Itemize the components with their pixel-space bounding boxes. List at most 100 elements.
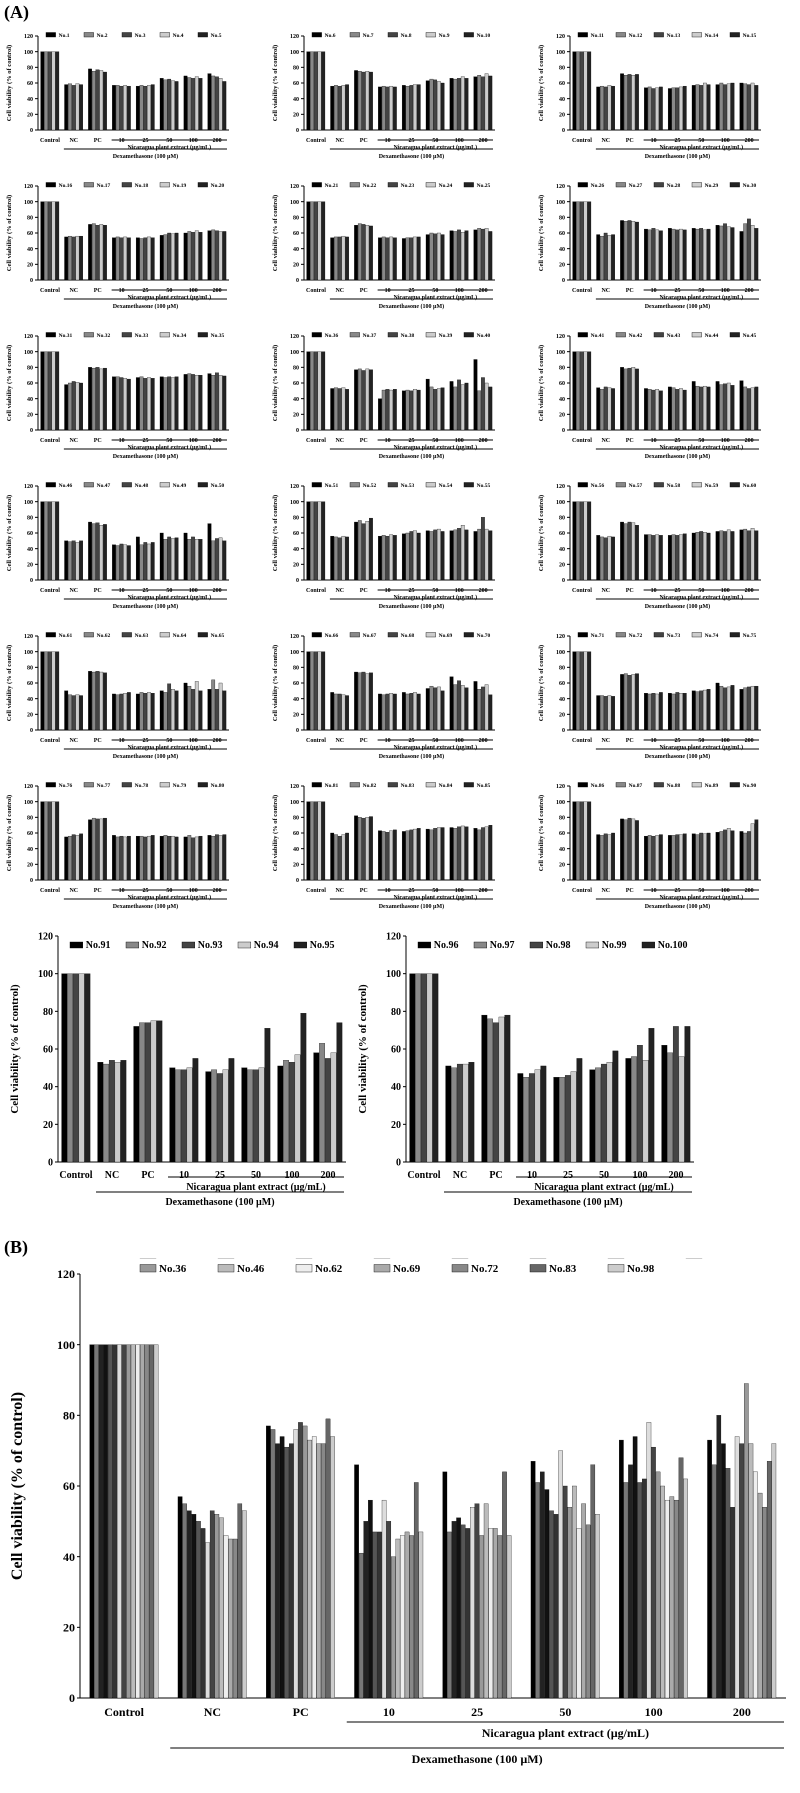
bar [171, 233, 175, 281]
y-tick-label: 20 [559, 412, 565, 418]
y-tick-label: 0 [30, 878, 33, 884]
bar [479, 1535, 484, 1699]
bar [644, 693, 648, 731]
legend-label: No.15 [743, 33, 757, 39]
bar [222, 1069, 229, 1163]
bar [392, 829, 397, 881]
bar [79, 84, 83, 131]
legend-swatch [729, 482, 740, 488]
bar [215, 76, 219, 131]
bar [620, 818, 624, 881]
bar [425, 378, 430, 431]
x-tick-label: Control [306, 888, 326, 894]
bar [133, 1026, 140, 1163]
bar [703, 229, 707, 281]
bar [126, 835, 131, 881]
bar [365, 817, 370, 881]
bar [632, 1436, 638, 1699]
legend-label: No.39 [439, 333, 453, 339]
bar [679, 388, 683, 431]
x-tick-label: 10 [651, 138, 657, 144]
bar [481, 76, 485, 131]
bar [623, 523, 628, 581]
bar [473, 531, 478, 581]
bar [590, 1464, 596, 1699]
bar [460, 685, 465, 731]
legend-label: No.62 [97, 633, 111, 639]
legend-label: No.61 [59, 633, 73, 639]
bar [187, 685, 192, 731]
bar [365, 368, 370, 431]
bar [691, 381, 696, 431]
bar [570, 1071, 577, 1163]
bar [651, 88, 656, 131]
x-tick-label: PC [360, 288, 368, 294]
x-tick-label: PC [94, 888, 102, 894]
x-tick-label: 200 [745, 588, 754, 594]
bar [753, 1471, 758, 1699]
bar [174, 537, 179, 581]
legend-swatch [311, 782, 322, 788]
bar [607, 235, 612, 281]
legend-swatch [463, 32, 474, 38]
legend-label: No.57 [629, 483, 643, 489]
x-tick-label: 100 [189, 588, 198, 594]
bar [306, 201, 311, 281]
x-tick-label: Control [40, 438, 60, 444]
legend-swatch [45, 332, 56, 338]
legend-label: No.40 [477, 333, 491, 339]
bar [144, 1022, 151, 1163]
bar [216, 1073, 223, 1163]
y-tick-label: 20 [391, 1120, 401, 1131]
x-tick-label: PC [360, 138, 368, 144]
bar [481, 1014, 488, 1163]
bar [409, 1535, 414, 1699]
bar [123, 544, 127, 581]
bar [381, 1499, 387, 1699]
bar [357, 520, 362, 581]
legend-swatch [295, 1264, 313, 1273]
y-tick-label: 80 [27, 215, 33, 221]
legend-swatch [159, 182, 170, 188]
x-tick-label: 25 [674, 288, 680, 294]
y-tick-label: 80 [559, 815, 565, 821]
bar [682, 693, 687, 731]
legend-swatch [529, 941, 544, 949]
extract-label: Nicaragua plant extract (µg/mL) [394, 594, 478, 601]
bar [631, 221, 636, 281]
x-tick-label: NC [69, 888, 78, 894]
y-tick-label: 120 [556, 184, 565, 190]
bar [405, 237, 410, 281]
legend-label: No.41 [591, 333, 605, 339]
bar [88, 68, 92, 131]
bar [558, 1450, 563, 1699]
bar [627, 367, 632, 431]
bar [139, 376, 144, 431]
bar [583, 351, 588, 431]
bar [453, 684, 458, 731]
bar [675, 389, 680, 431]
y-tick-label: 100 [556, 350, 565, 356]
legend-swatch [425, 182, 436, 188]
bar [207, 523, 212, 581]
bar [449, 78, 454, 131]
bar [174, 81, 179, 131]
legend-label: No.7 [363, 33, 374, 39]
bar [603, 696, 608, 731]
bar [596, 387, 601, 431]
bar [313, 351, 318, 431]
legend-swatch [121, 332, 132, 338]
legend-label: No.87 [629, 783, 643, 789]
x-tick-label: 10 [119, 438, 125, 444]
bar [675, 87, 680, 131]
y-tick-label: 100 [290, 200, 299, 206]
bar [627, 74, 632, 131]
dex-label: Dexamethasone (100 µM) [113, 903, 178, 910]
bar [743, 386, 748, 431]
legend-label: No.67 [363, 633, 377, 639]
legend-label: No.28 [159, 1258, 187, 1261]
legend-label: No.20 [211, 183, 225, 189]
bar [126, 237, 131, 281]
